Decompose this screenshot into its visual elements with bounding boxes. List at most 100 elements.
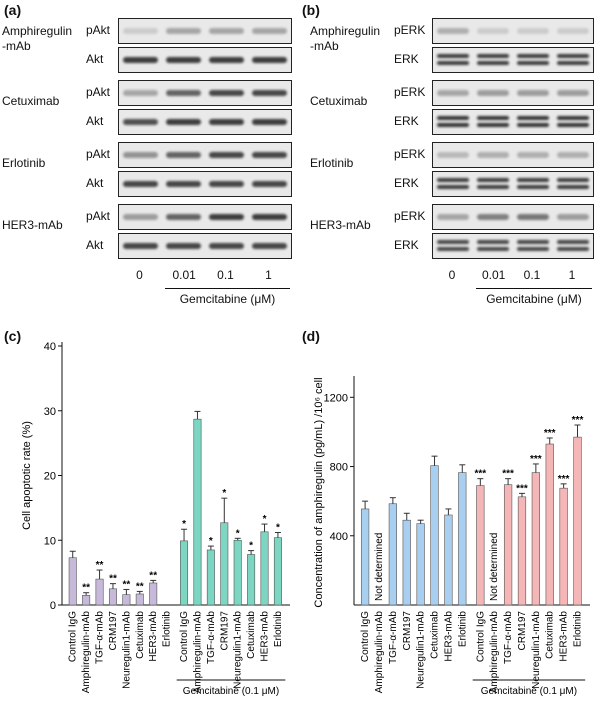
lane-label: 0.01 <box>172 268 196 282</box>
blot-band <box>437 28 469 34</box>
bar <box>68 557 77 606</box>
bar <box>273 537 282 606</box>
blot-band <box>252 152 287 158</box>
blot-band <box>517 240 549 244</box>
x-tick-label: TGF-α-mAb <box>388 611 399 664</box>
significance-mark: ** <box>149 570 157 581</box>
y-tick-label: 1200 <box>324 392 348 404</box>
blot-band <box>517 61 549 65</box>
blot-band <box>557 178 589 182</box>
bar <box>135 593 144 606</box>
bar <box>247 554 256 606</box>
x-tick-label: Amphiregulin-mAb <box>81 611 92 694</box>
significance-mark: ** <box>96 560 104 571</box>
blot-band <box>517 116 549 120</box>
significance-mark: *** <box>502 469 514 480</box>
blot-band <box>437 61 469 65</box>
blot-band <box>517 90 549 96</box>
y-tick-label: 400 <box>330 531 348 543</box>
blot-strip <box>118 204 292 230</box>
bar <box>503 484 513 606</box>
y-tick-label: 30 <box>44 406 56 418</box>
blot-band <box>166 152 201 158</box>
blot-band <box>209 152 244 158</box>
blot-band <box>209 243 244 249</box>
blot-band <box>517 152 549 158</box>
blot-drug-label: Amphiregulin -mAb <box>310 24 381 53</box>
blot-band <box>437 178 469 182</box>
blot-band <box>123 28 158 34</box>
blot-strip <box>432 204 594 230</box>
bar <box>180 540 189 606</box>
x-tick-label: TGF-α-mAb <box>95 611 106 664</box>
x-tick-label: Neuregulin1-mAb <box>416 611 427 689</box>
x-tick-label: Cetuximab <box>246 611 257 659</box>
lane-label: 1 <box>265 268 272 282</box>
panel-letter-a: (a) <box>4 2 22 18</box>
not-determined-label: Not determined <box>374 533 385 601</box>
y-tick-label: 800 <box>330 462 348 474</box>
blot-band <box>477 247 509 251</box>
blot-band <box>477 214 509 220</box>
blot-band <box>477 178 509 182</box>
blot-drug-label: Amphiregulin -mAb <box>2 24 73 53</box>
blot-drug-label: Erlotinib <box>310 156 354 170</box>
blot-strip <box>432 142 594 168</box>
blot-band <box>477 123 509 127</box>
blot-row-label: Akt <box>86 238 104 252</box>
blot-band <box>557 185 589 189</box>
significance-mark: ** <box>136 581 144 592</box>
panel-letter-c: (c) <box>4 328 22 344</box>
blot-band <box>123 119 158 125</box>
x-tick-label: CRM197 <box>402 611 413 651</box>
bar <box>559 487 568 606</box>
significance-mark: *** <box>544 428 556 439</box>
gemcitabine-bracket <box>165 288 290 289</box>
blot-strip <box>118 18 292 44</box>
bar <box>206 549 215 606</box>
blot-band <box>252 57 287 63</box>
blot-band <box>252 90 287 96</box>
blot-strip <box>118 109 292 135</box>
blot-band <box>477 54 509 58</box>
blot-row-label: Akt <box>86 114 104 128</box>
blot-strip <box>432 233 594 259</box>
y-tick-label: 10 <box>44 535 56 547</box>
lane-label: 0.1 <box>217 268 234 282</box>
blot-band <box>557 152 589 158</box>
significance-mark: * <box>236 528 240 539</box>
blot-drug-label: HER3-mAb <box>2 218 63 232</box>
significance-mark: * <box>222 488 226 499</box>
blot-row-label: ERK <box>394 176 419 190</box>
y-axis-label: Cell apoptotic rate (%) <box>21 421 33 530</box>
blot-strip <box>432 47 594 73</box>
blot-band <box>209 90 244 96</box>
blot-strip <box>432 80 594 106</box>
x-tick-label: Control IgG <box>475 611 486 662</box>
blot-band <box>437 185 469 189</box>
lane-label: 1 <box>568 268 576 282</box>
x-tick-label: Amphiregulin-mAb <box>192 611 203 694</box>
significance-mark: *** <box>572 415 584 426</box>
blot-band <box>437 247 469 251</box>
x-tick-label: Control IgG <box>360 611 371 662</box>
bar <box>416 523 425 606</box>
y-axis-label: Concentration of amphiregulin (pg/mL) /1… <box>313 377 325 607</box>
blot-band <box>252 119 287 125</box>
significance-mark: *** <box>516 483 528 494</box>
bar <box>149 582 158 606</box>
significance-mark: * <box>249 541 253 552</box>
blot-band <box>557 214 589 220</box>
bar <box>388 503 397 606</box>
blot-band <box>557 90 589 96</box>
blot-drug-label: HER3-mAb <box>310 218 371 232</box>
blot-band <box>252 28 287 34</box>
blot-band <box>477 240 509 244</box>
blot-band <box>557 247 589 251</box>
blot-band <box>252 214 287 220</box>
y-tick-label: 20 <box>44 471 56 483</box>
blot-band <box>557 240 589 244</box>
blot-row-label: ERK <box>394 114 419 128</box>
blot-strip <box>118 233 292 259</box>
